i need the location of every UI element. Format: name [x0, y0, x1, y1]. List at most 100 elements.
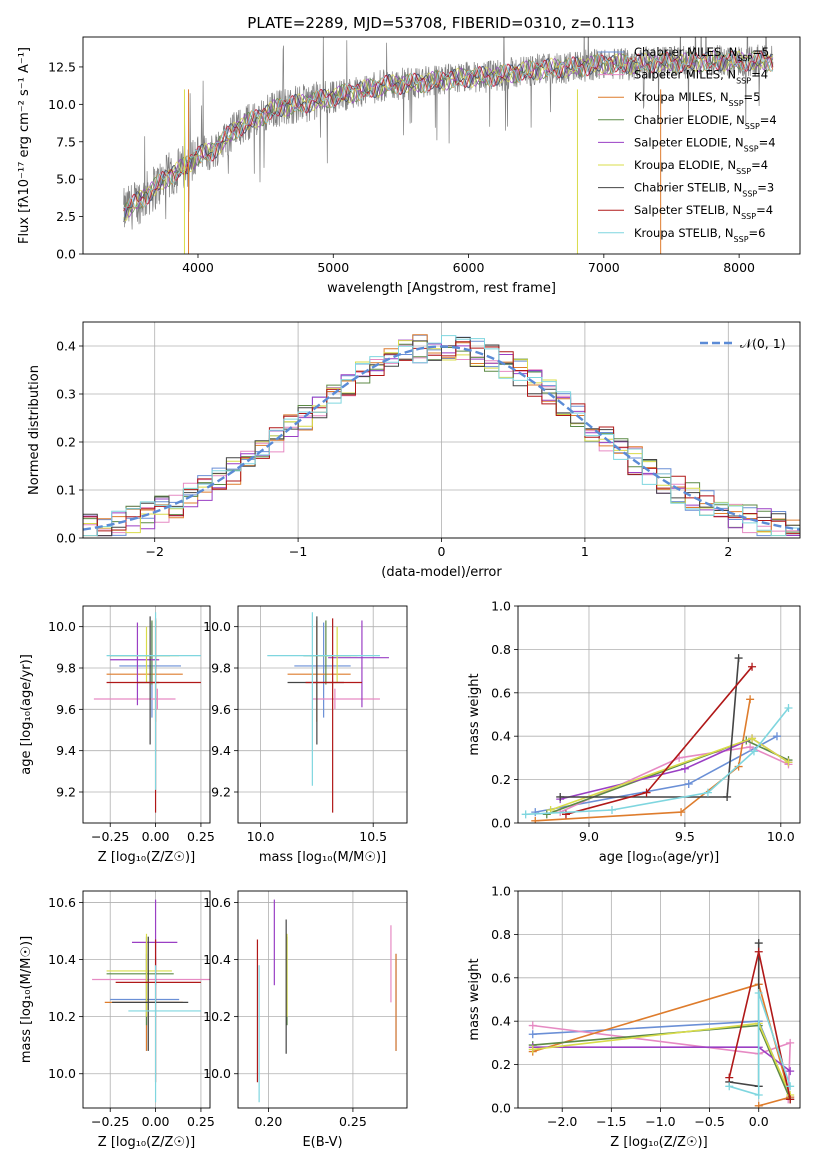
axes-frame [82, 321, 801, 539]
legend-label: Kroupa STELIB, NSSP=6 [634, 226, 765, 244]
weight-marker [725, 1073, 734, 1082]
y-tick-label: 10.0 [48, 619, 76, 634]
plot-area [92, 899, 210, 1103]
x-tick-label: 9.5 [675, 829, 695, 844]
weight-marker [754, 1101, 763, 1108]
x-axis-label: (data-model)/error [381, 565, 502, 580]
weight-marker [746, 743, 755, 752]
x-axis-label: wavelength [Angstrom, rest frame] [327, 281, 556, 296]
y-axis-label: Flux [fλ10⁻¹⁷ erg cm⁻² s⁻¹ A⁻¹] [17, 47, 32, 244]
y-tick-label: 0.0 [491, 1101, 511, 1116]
legend-label: Kroupa MILES, NSSP=5 [634, 90, 760, 108]
y-tick-label: 9.2 [56, 785, 76, 800]
weight-marker [608, 805, 616, 814]
error-bar-point [106, 933, 172, 1017]
x-tick-label: 9.0 [579, 829, 599, 844]
weight-line [729, 992, 791, 1097]
weight-marker [680, 764, 689, 773]
x-tick-label: 0.0 [749, 1114, 769, 1129]
y-tick-label: 0.2 [491, 772, 511, 787]
panel-mass-vs-Z: −0.25 0.00 0.25 10.0 10.2 10.4 10.6 Z [log₁₀(Z/… [19, 890, 215, 1150]
weight-marker [734, 654, 743, 663]
error-bar-point [112, 936, 189, 1051]
weight-marker [754, 1090, 763, 1099]
x-axis-label: Z [log₁₀(Z/Z☉)] [98, 850, 195, 865]
y-axis-label: mass [log₁₀(M/M☉)] [19, 936, 34, 1063]
legend-label: Salpeter MILES, NSSP=4 [634, 68, 768, 86]
x-tick-label: 0.25 [187, 829, 215, 844]
plot-area [267, 612, 389, 813]
weight-marker [542, 810, 551, 819]
weight-marker [748, 662, 757, 671]
plot-area [123, 37, 774, 254]
error-bar-point [106, 936, 174, 1026]
legend-entry: Chabrier ELODIE, NSSP=4 [598, 113, 777, 130]
y-tick-label: 10.6 [203, 895, 231, 910]
x-tick-label: 0.20 [254, 1114, 282, 1129]
y-tick-label: 10.0 [203, 1066, 231, 1081]
x-tick-label: 10.0 [767, 829, 795, 844]
y-tick-label: 1.0 [491, 599, 511, 614]
axes-frame [237, 605, 408, 824]
legend-entry: Kroupa ELODIE, NSSP=4 [598, 158, 768, 176]
x-tick-label: −1 [289, 544, 307, 559]
weight-marker [749, 747, 758, 756]
weight-series [561, 662, 757, 819]
y-tick-label: 10.2 [48, 1009, 76, 1024]
legend-entry: Kroupa STELIB, NSSP=6 [598, 226, 765, 244]
axes-frame [517, 890, 801, 1109]
legend-label: Kroupa ELODIE, NSSP=4 [634, 158, 768, 176]
error-bar-point [305, 618, 362, 813]
y-tick-label: 0.0 [56, 531, 76, 546]
x-tick-label: 5000 [317, 260, 349, 275]
weight-series [531, 695, 755, 823]
y-tick-label: 7.5 [56, 134, 76, 149]
weight-series [725, 947, 795, 1104]
y-tick-label: 0.6 [491, 970, 511, 985]
error-bar-point [312, 688, 380, 710]
y-tick-label: 0.4 [56, 339, 76, 354]
x-axis-label: E(B-V) [302, 1135, 342, 1150]
weight-marker [784, 758, 793, 767]
y-tick-label: 12.5 [48, 59, 76, 74]
weight-marker [725, 1082, 734, 1091]
weight-marker [528, 1045, 537, 1054]
y-tick-label: 10.0 [48, 1066, 76, 1081]
x-axis-label: Z [log₁₀(Z/Z☉)] [610, 1135, 707, 1150]
x-axis-label: Z [log₁₀(Z/Z☉)] [98, 1135, 195, 1150]
panel-age-vs-Z: −0.25 0.00 0.25 9.2 9.4 9.6 9.8 10.0 Z [log₁₀(Z/… [19, 605, 215, 865]
figure-title: PLATE=2289, MJD=53708, FIBERID=0310, z=0… [247, 14, 634, 32]
y-tick-label: 10.2 [203, 1009, 231, 1024]
weight-marker [642, 788, 651, 797]
weight-marker [772, 732, 781, 741]
error-bar-point [106, 612, 201, 790]
weight-line [532, 1024, 792, 1100]
residual-histogram-step [83, 335, 800, 538]
weight-series [725, 988, 795, 1099]
weight-marker [521, 810, 530, 819]
legend-entry: Salpeter MILES, NSSP=4 [598, 68, 768, 86]
x-tick-label: 1 [581, 544, 589, 559]
x-tick-label: −2.0 [547, 1114, 577, 1129]
y-tick-label: 0.1 [56, 483, 76, 498]
x-tick-label: 0.25 [339, 1114, 367, 1129]
axes-frame [517, 605, 801, 824]
x-tick-label: −0.25 [91, 1114, 129, 1129]
y-tick-label: 0.0 [56, 247, 76, 262]
error-bar-point [131, 899, 178, 986]
legend-entry: Chabrier MILES, NSSP=5 [598, 45, 769, 63]
legend-entry: Salpeter ELODIE, NSSP=4 [598, 135, 776, 153]
x-tick-label: 0.25 [187, 1114, 215, 1129]
error-bar-point [110, 620, 171, 685]
weight-marker [528, 1021, 537, 1030]
weight-marker [754, 988, 763, 997]
model-spectrum-line [123, 50, 774, 218]
x-tick-label: −1.5 [596, 1114, 626, 1129]
x-axis-label: mass [log₁₀(M/M☉)] [259, 850, 386, 865]
model-spectrum-line [123, 50, 774, 212]
panel-weights-vs-age: 9.0 9.5 10.0 0.0 0.2 0.4 0.6 0.8 1.0 age [log₁₀(a… [467, 599, 801, 865]
panel-weights-vs-Z: −2.0 −1.5 −1.0 −0.5 0.0 0.0 0.2 0.4 0.6 0.8 1.0 Z [… [467, 884, 801, 1150]
panel-mass-vs-ebv: 0.20 0.25 10.0 10.2 10.4 10.6 E(B-V) [203, 890, 408, 1150]
x-tick-label: −0.25 [91, 829, 129, 844]
